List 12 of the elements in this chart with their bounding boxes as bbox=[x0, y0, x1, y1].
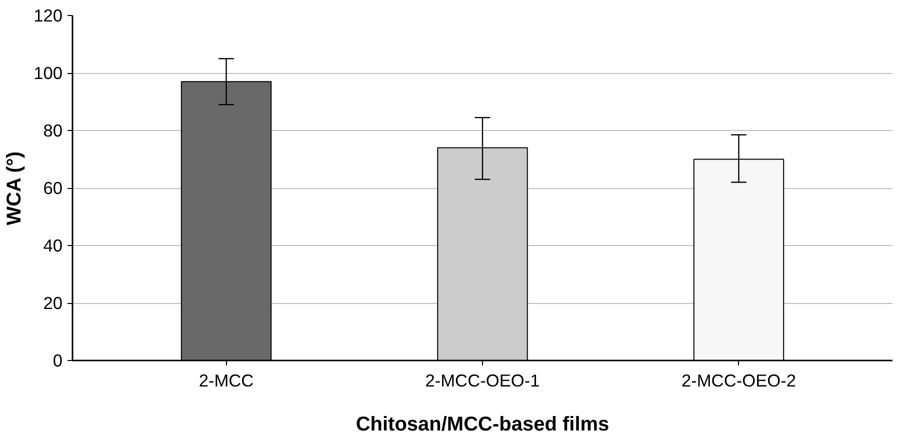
x-tick-label: 2-MCC-OEO-1 bbox=[425, 370, 540, 390]
x-axis-title: Chitosan/MCC-based films bbox=[356, 414, 610, 436]
y-tick-label: 120 bbox=[34, 6, 63, 26]
y-tick-label: 100 bbox=[34, 63, 63, 83]
x-tick-label: 2-MCC-OEO-2 bbox=[681, 370, 796, 390]
y-axis-title: WCA (°) bbox=[4, 151, 26, 226]
y-tick-label: 80 bbox=[43, 120, 63, 140]
y-tick-label: 0 bbox=[52, 350, 63, 370]
y-tick-label: 40 bbox=[43, 236, 63, 256]
y-tick-label: 20 bbox=[43, 293, 63, 313]
y-tick-label: 60 bbox=[43, 178, 63, 198]
x-tick-label: 2-MCC bbox=[198, 370, 254, 390]
